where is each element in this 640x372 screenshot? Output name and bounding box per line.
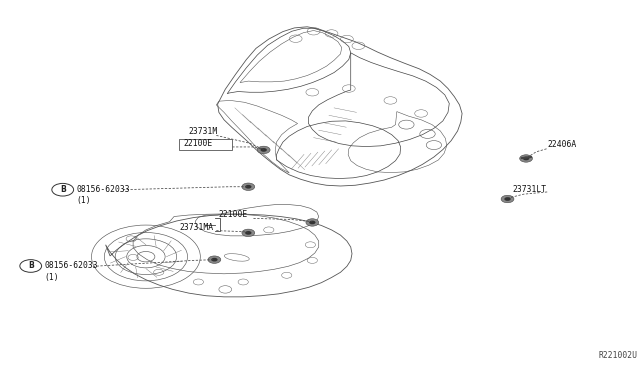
Text: 08156-62033: 08156-62033 (45, 262, 99, 270)
Circle shape (306, 219, 319, 226)
Text: 22406A: 22406A (548, 140, 577, 149)
Circle shape (260, 148, 267, 152)
Circle shape (504, 197, 511, 201)
Circle shape (257, 146, 270, 154)
Text: 08156-62033: 08156-62033 (77, 185, 131, 194)
Circle shape (211, 258, 218, 262)
Text: (1): (1) (45, 273, 60, 282)
Text: R221002U: R221002U (598, 351, 637, 360)
Circle shape (245, 231, 252, 235)
FancyBboxPatch shape (179, 139, 232, 150)
Circle shape (242, 229, 255, 237)
Circle shape (501, 195, 514, 203)
Circle shape (208, 256, 221, 263)
Text: 23731LT: 23731LT (512, 185, 546, 194)
Circle shape (242, 183, 255, 190)
Circle shape (245, 185, 252, 189)
Circle shape (309, 221, 316, 224)
Text: 23731M: 23731M (189, 127, 218, 136)
Circle shape (520, 155, 532, 162)
Circle shape (523, 157, 529, 160)
Text: (1): (1) (77, 196, 92, 205)
Text: 22100E: 22100E (184, 139, 213, 148)
Text: 23731MA: 23731MA (179, 223, 213, 232)
Text: 22100E: 22100E (219, 211, 248, 219)
Text: B: B (28, 262, 33, 270)
Text: B: B (60, 185, 65, 194)
